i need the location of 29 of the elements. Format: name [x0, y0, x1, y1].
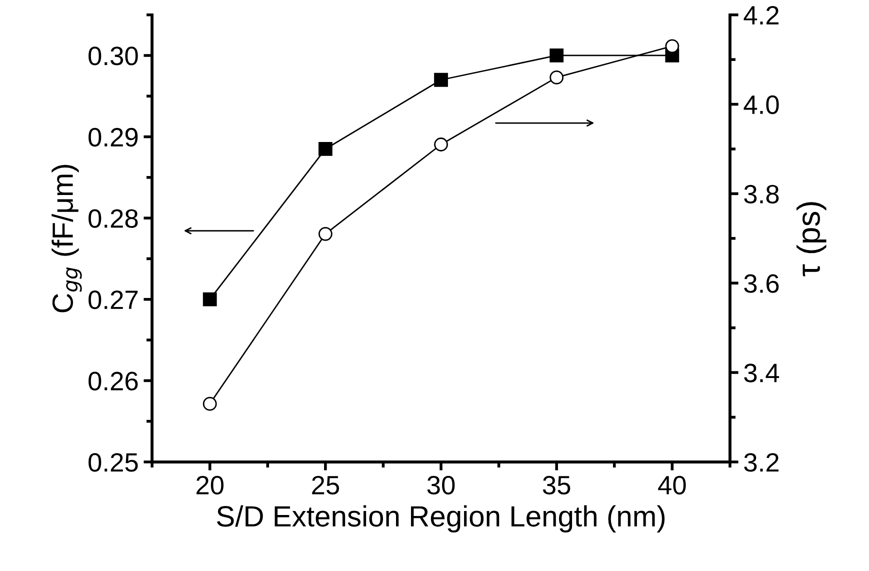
x-tick-label: 20 — [196, 476, 224, 495]
point — [202, 396, 217, 411]
y-tick-label: 0.26 — [88, 372, 138, 390]
y-tick-label: 0.28 — [88, 209, 138, 228]
x-tick-label: 30 — [427, 476, 455, 495]
x-tick-label: 35 — [542, 476, 570, 495]
y2-tick-label: 3.6 — [744, 274, 779, 293]
y-tick-label: 0.25 — [88, 453, 138, 472]
point — [550, 70, 564, 84]
point — [434, 138, 448, 152]
y-tick-label: 0.30 — [88, 46, 138, 66]
point — [318, 142, 332, 156]
y2-tick-label: 3.2 — [744, 453, 779, 472]
y-tick-label: 0.27 — [88, 290, 138, 310]
y-tick-label: 0.29 — [88, 128, 138, 147]
point — [202, 292, 217, 306]
y-axis-title: C$_{gg}$ (fF/μm) — [52, 164, 82, 312]
y2-axis-title: τ (ps) — [796, 202, 826, 276]
point — [434, 72, 448, 87]
point — [665, 39, 680, 54]
x-axis-title: S/D Extension Region Length (nm) — [217, 505, 665, 532]
y2-tick-label: 3.4 — [744, 364, 780, 382]
x-tick-label: 40 — [658, 476, 686, 495]
y2-tick-label: 4.2 — [744, 6, 779, 24]
y2-tick-label: 3.8 — [744, 184, 779, 204]
x-tick-label: 25 — [312, 476, 340, 495]
point — [550, 48, 564, 62]
y2-tick-label: 4.0 — [744, 95, 779, 114]
point — [318, 226, 332, 241]
